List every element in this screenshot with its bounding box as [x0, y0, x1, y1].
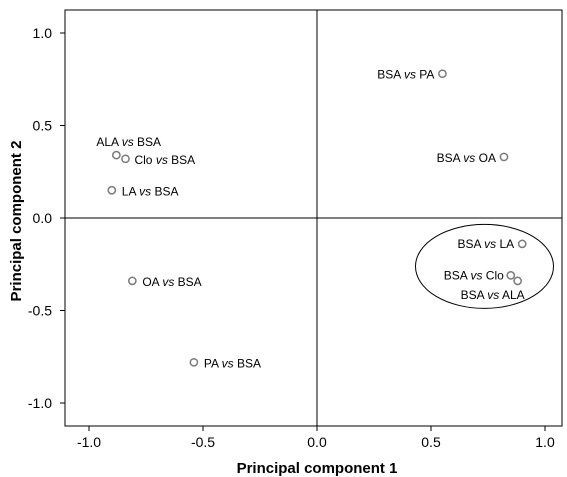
data-point-label: OA vs BSA	[142, 275, 201, 289]
data-point-label: ALA vs BSA	[96, 135, 161, 149]
data-point	[107, 185, 117, 195]
data-point-label: BSA vs OA	[437, 151, 496, 165]
y-tick-label: -1.0	[28, 395, 52, 411]
data-point	[506, 271, 516, 280]
data-point	[517, 239, 527, 249]
data-point	[112, 150, 121, 160]
data-point-label: BSA vs LA	[457, 237, 514, 251]
y-tick-label: 0.0	[33, 210, 53, 226]
x-tick-label: -0.5	[191, 434, 215, 450]
y-tick-label: 1.0	[33, 25, 53, 41]
data-point	[189, 357, 199, 367]
axes-layer: -1.0 -0.5 0.0 0.5 1.0 -1.0 -0.5 0.0 0.5 1.0	[28, 9, 563, 450]
data-point-label: LA vs BSA	[122, 184, 179, 198]
data-point	[499, 152, 509, 162]
data-point-label: Clo vs BSA	[134, 153, 195, 167]
x-axis-label: Principal component 1	[237, 460, 398, 477]
x-tick-label: 0.5	[421, 434, 441, 450]
y-tick-label: -0.5	[28, 303, 52, 319]
y-axis-label: Principal component 2	[8, 141, 25, 302]
highlight-ellipse	[415, 223, 554, 309]
points-layer: BSA vs PA BSA vs OA ALA vs BSA Clo vs BSA LA…	[96, 68, 554, 370]
x-tick-label: 1.0	[535, 434, 555, 450]
y-tick-label: 0.5	[33, 118, 53, 134]
data-point	[438, 69, 447, 79]
data-point-label: PA vs BSA	[204, 356, 261, 370]
data-point-label: BSA vs PA	[377, 68, 434, 82]
data-point	[121, 154, 130, 164]
data-point-label: BSA vs Clo	[444, 268, 504, 282]
data-point	[127, 276, 137, 286]
x-tick-label: -1.0	[77, 434, 101, 450]
data-point	[513, 276, 522, 286]
data-point-label: BSA vs ALA	[461, 288, 525, 302]
x-tick-label: 0.0	[307, 434, 327, 450]
